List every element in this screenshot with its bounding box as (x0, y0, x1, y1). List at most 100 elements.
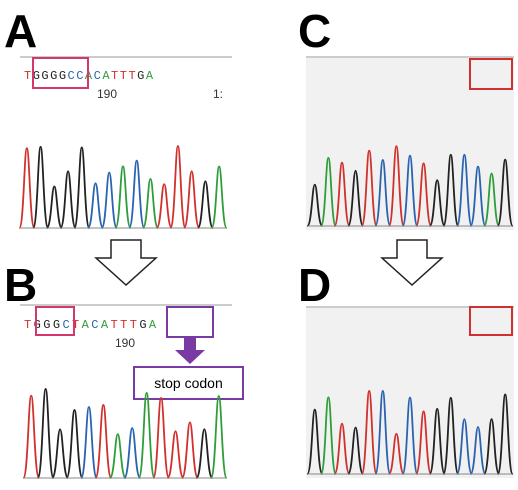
panel-a-trace-peak (32, 145, 50, 229)
panel-a-trace-peak (114, 165, 132, 229)
panel-d-trace-peak (442, 396, 460, 475)
stop-codon-arrow (175, 337, 205, 364)
panel-b-trace-peak (137, 392, 156, 479)
panel-c-trace-peak (428, 179, 446, 227)
panel-d-trace-peak (374, 389, 392, 475)
panel-b-trace-peak (51, 428, 69, 479)
panel-label-a: A (4, 5, 38, 57)
panel-d-trace-peak (483, 418, 500, 475)
base-letter: G (33, 318, 44, 332)
panel-d-background (306, 308, 514, 478)
panel-a-sequence: TGGGGCCACATTTGA (24, 70, 155, 82)
panel-a-trace-peak (183, 170, 201, 229)
base-letter: T (24, 318, 34, 332)
panel-a-trace-peak (155, 183, 173, 229)
base-letter: A (100, 318, 111, 332)
panel-b-trace-peak (80, 406, 98, 479)
panel-c-trace-peak (347, 169, 364, 227)
transition-arrow-c-to-d (380, 239, 444, 287)
panel-b-position-190: 190 (115, 336, 136, 350)
panel-b-trace-peak (36, 388, 55, 479)
panel-d-trace-peak (360, 389, 378, 475)
base-letter: G (58, 69, 68, 83)
base-letter: T (110, 318, 121, 332)
base-letter: C (91, 318, 101, 332)
panel-c-trace-peak (456, 153, 473, 227)
base-letter: G (50, 69, 59, 83)
panel-d-trace-peak (469, 426, 487, 475)
panel-c-trace-peak (360, 149, 378, 227)
panel-c-trace-peak (469, 165, 487, 227)
panel-c-background (306, 58, 514, 230)
base-letter: G (32, 69, 42, 83)
panel-a-highlight-box (32, 57, 89, 89)
panel-c-trace-peak (442, 153, 460, 227)
base-letter: C (67, 69, 77, 83)
base-letter: C (76, 69, 85, 83)
panel-b-trace-peak (152, 397, 170, 479)
panel-d-trace-peak (428, 407, 446, 475)
panel-a-trace-peak (169, 145, 187, 229)
panel-label-d: D (298, 259, 332, 311)
panel-b-trace-peak (22, 394, 41, 479)
panel-d-trace-peak (347, 426, 364, 475)
panel-b-highlight-box (35, 306, 75, 336)
panel-a-trace-peak (128, 159, 146, 229)
panel-b-trace-peak (166, 430, 185, 479)
panel-b-trace-peak (181, 421, 199, 479)
base-letter: T (120, 318, 130, 332)
panel-c-trace-peak (496, 158, 514, 227)
stop-codon-callout: stop codon (133, 366, 244, 400)
panel-d-trace-peak (456, 418, 473, 475)
panel-a-trace-peak (100, 171, 118, 229)
panel-a-trace-peak (210, 165, 228, 229)
panel-c-trace-peak (320, 156, 337, 227)
base-letter: C (93, 69, 103, 83)
base-letter: T (119, 69, 129, 83)
panel-d-codon-box (469, 306, 513, 336)
panel-d-trace-peak (306, 408, 324, 475)
base-letter: A (148, 318, 159, 332)
base-letter: G (139, 318, 149, 332)
base-letter: T (72, 318, 82, 332)
panel-d-trace-peak (388, 432, 405, 475)
panel-a-position-190: 190 (97, 87, 118, 101)
base-letter: G (43, 318, 53, 332)
base-letter: A (145, 69, 155, 83)
base-letter: T (24, 69, 33, 83)
panel-c-trace-peak (415, 162, 432, 227)
panel-a-trace-peak (45, 185, 63, 229)
panel-c-trace-peak (483, 172, 500, 227)
panel-b-trace-peak (108, 433, 127, 479)
panel-c-trace-peak (374, 159, 392, 227)
panel-b-stop-codon-box (166, 306, 214, 338)
panel-b-trace-peak (123, 427, 142, 479)
panel-d-trace-peak (415, 410, 432, 475)
transition-arrow-a-to-b (94, 239, 158, 287)
panel-c-trace-peak (401, 154, 419, 227)
base-letter: T (111, 69, 120, 83)
panel-label-c: C (298, 5, 332, 57)
panel-c-trace-peak (333, 161, 351, 227)
panel-b-trace-peak (94, 404, 113, 479)
base-letter: G (137, 69, 146, 83)
panel-d-trace-peak (401, 396, 419, 475)
base-letter: T (129, 318, 140, 332)
panel-b-trace-peak (209, 395, 228, 479)
panel-b-trace-peak (195, 428, 214, 479)
panel-c-trace-peak (306, 183, 324, 227)
panel-a-trace-peak (196, 180, 214, 229)
base-letter: G (41, 69, 51, 83)
base-letter: A (102, 69, 112, 83)
base-letter: T (128, 69, 138, 83)
panel-c-trace-peak (388, 145, 405, 227)
panel-a-trace-peak (87, 182, 104, 229)
base-letter: C (62, 318, 73, 332)
panel-label-b: B (4, 259, 38, 311)
base-letter: G (52, 318, 63, 332)
base-letter: A (81, 318, 92, 332)
panel-a-position-edge: 1: (213, 87, 224, 101)
panel-a-trace-peak (73, 146, 91, 229)
panel-b-trace-peak (65, 409, 84, 479)
